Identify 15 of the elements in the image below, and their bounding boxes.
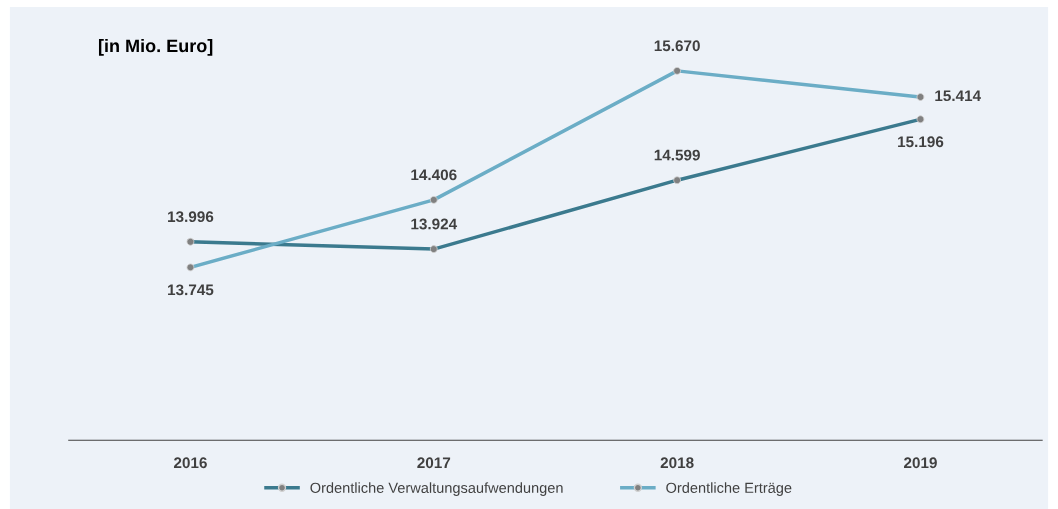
data-label: 14.599: [654, 149, 700, 161]
x-tick-label: 2019: [904, 457, 937, 469]
data-label: 15.196: [898, 136, 944, 148]
x-tick-label: 2017: [417, 457, 451, 469]
data-label: 13.924: [411, 218, 458, 230]
chart-title: [in Mio. Euro]: [98, 38, 213, 56]
x-tick-label: 2018: [660, 457, 694, 469]
data-label: 13.745: [168, 284, 214, 296]
data-label: 15.414: [935, 90, 981, 102]
x-tick-label: 2016: [173, 457, 207, 469]
data-label: 15.670: [654, 40, 700, 52]
legend-label: Ordentliche Erträge: [666, 482, 792, 496]
legend-label: Ordentliche Verwaltungsaufwendungen: [310, 482, 563, 496]
data-label: 13.996: [168, 211, 214, 223]
data-label: 14.406: [411, 169, 457, 181]
